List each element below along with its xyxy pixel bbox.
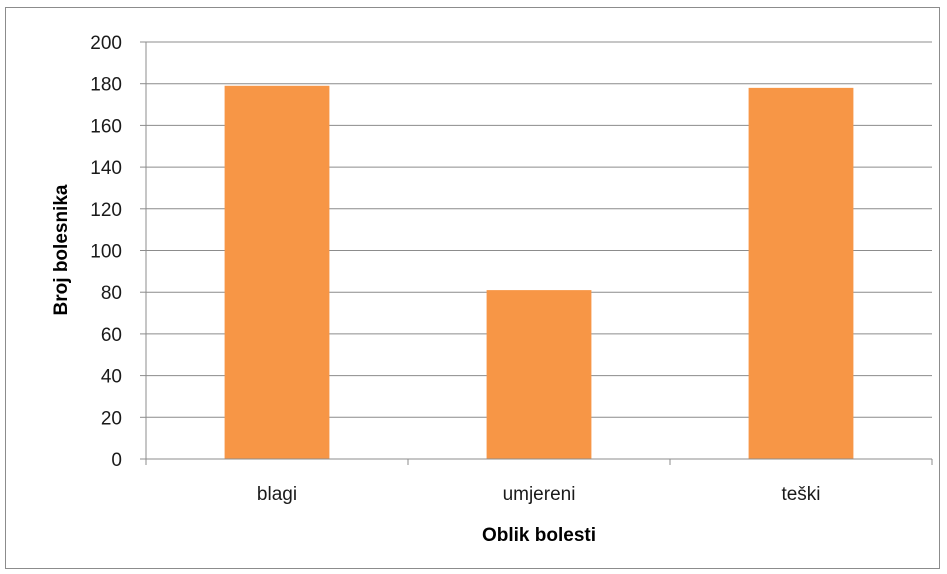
y-tick-label: 100: [90, 242, 122, 263]
y-tick-label: 120: [90, 200, 122, 221]
y-tick-label: 180: [90, 75, 122, 96]
y-axis-ticks: 0 20 40 60 80 100 120 140 160 180 200: [90, 33, 147, 471]
y-tick-label: 160: [90, 116, 122, 137]
x-axis-ticks: blagi umjereni teški: [145, 459, 933, 505]
bar-1: [486, 290, 592, 459]
y-tick-label: 40: [101, 367, 122, 388]
y-axis-title: Broj bolesnika: [51, 184, 72, 315]
y-tick-label: 0: [111, 450, 122, 471]
x-tick-label: umjereni: [503, 484, 576, 505]
bar-0: [224, 85, 330, 459]
y-tick-label: 80: [101, 283, 122, 304]
bar-2: [748, 87, 854, 460]
y-tick-label: 200: [90, 33, 122, 54]
y-tick-label: 60: [101, 325, 122, 346]
y-tick-label: 20: [101, 408, 122, 429]
bars: [224, 85, 854, 460]
x-tick-label: blagi: [257, 484, 297, 505]
x-tick-label: teški: [781, 484, 820, 505]
x-axis-title: Oblik bolesti: [482, 525, 596, 546]
y-tick-label: 140: [90, 158, 122, 179]
